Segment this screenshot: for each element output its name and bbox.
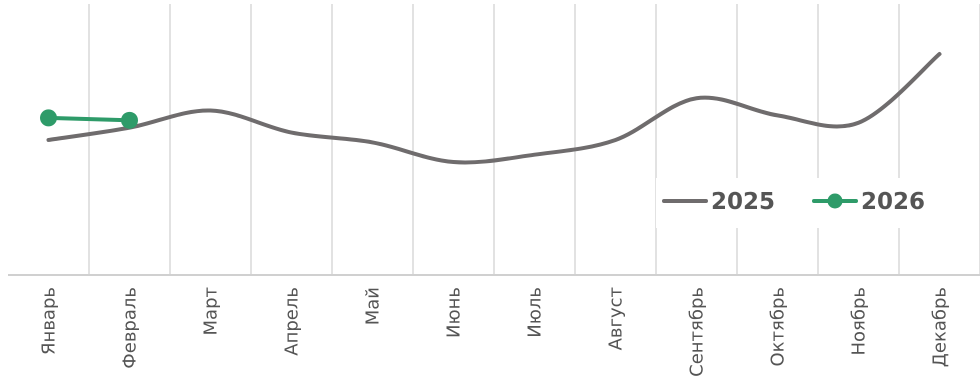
series-layer — [40, 52, 942, 165]
series-line-2026 — [46, 115, 132, 123]
x-tick-label: Март — [201, 287, 222, 335]
x-tick-label: Ноябрь — [849, 287, 870, 356]
x-tick-label: Июль — [525, 287, 546, 338]
x-tick-labels: Январь Февраль Март Апрель Май Июнь Июль Август… — [39, 287, 951, 377]
x-tick-label: Январь — [39, 287, 60, 355]
legend: 2025 2026 — [656, 178, 942, 228]
x-tick-label: Август — [606, 287, 627, 350]
legend-marker-2026 — [827, 193, 843, 209]
x-tick-label: Сентябрь — [687, 287, 708, 377]
legend-label-2026: 2026 — [861, 189, 925, 215]
gridlines — [88, 4, 980, 275]
legend-label-2025: 2025 — [711, 189, 775, 215]
data-point-2026-1 — [121, 111, 138, 129]
x-tick-label: Декабрь — [930, 287, 951, 367]
x-tick-label: Июнь — [444, 287, 465, 338]
series-line-2025 — [46, 52, 942, 165]
x-tick-label: Май — [363, 287, 384, 325]
x-tick-label: Февраль — [120, 287, 141, 369]
data-point-2026-0 — [40, 109, 57, 127]
x-tick-label: Октябрь — [768, 287, 789, 367]
x-tick-label: Апрель — [282, 287, 303, 356]
